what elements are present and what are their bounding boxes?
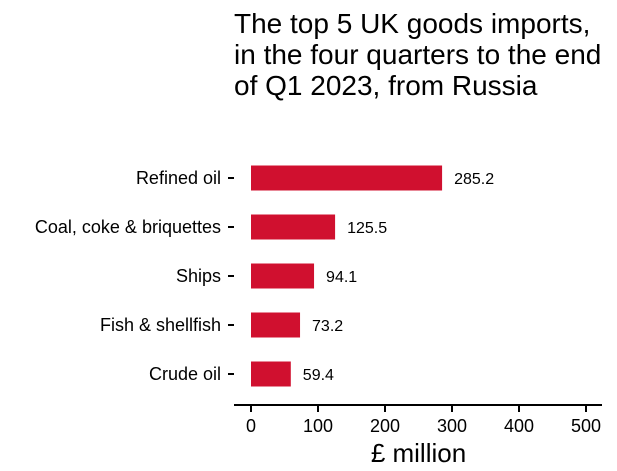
x-axis-ticks: 0 100 200 300 400 500 xyxy=(246,405,601,436)
data-label: 125.5 xyxy=(347,220,387,237)
bar xyxy=(251,263,315,289)
chart-title: The top 5 UK goods imports, in the four … xyxy=(234,8,602,101)
category-label: Ships xyxy=(176,266,221,286)
category-label: Refined oil xyxy=(136,168,221,188)
category-label: Coal, coke & briquettes xyxy=(35,217,221,237)
category-label: Crude oil xyxy=(149,364,221,384)
x-axis-title: £ million xyxy=(371,438,466,468)
x-tick-label: 400 xyxy=(504,416,534,436)
x-tick-label: 0 xyxy=(246,416,256,436)
data-label: 94.1 xyxy=(326,269,357,286)
x-tick-label: 300 xyxy=(437,416,467,436)
x-tick-label: 500 xyxy=(571,416,601,436)
bar xyxy=(251,165,443,191)
category-label: Fish & shellfish xyxy=(100,315,221,335)
y-axis-labels: Refined oil Coal, coke & briquettes Ships F… xyxy=(35,168,234,384)
bar xyxy=(251,312,301,338)
data-labels: 285.2 125.5 94.1 73.2 59.4 xyxy=(303,171,494,384)
bar xyxy=(251,361,291,387)
bar xyxy=(251,214,336,240)
bars-layer xyxy=(251,165,443,387)
x-tick-label: 200 xyxy=(370,416,400,436)
x-tick-label: 100 xyxy=(303,416,333,436)
data-label: 285.2 xyxy=(454,171,494,188)
data-label: 59.4 xyxy=(303,367,334,384)
data-label: 73.2 xyxy=(312,318,343,335)
